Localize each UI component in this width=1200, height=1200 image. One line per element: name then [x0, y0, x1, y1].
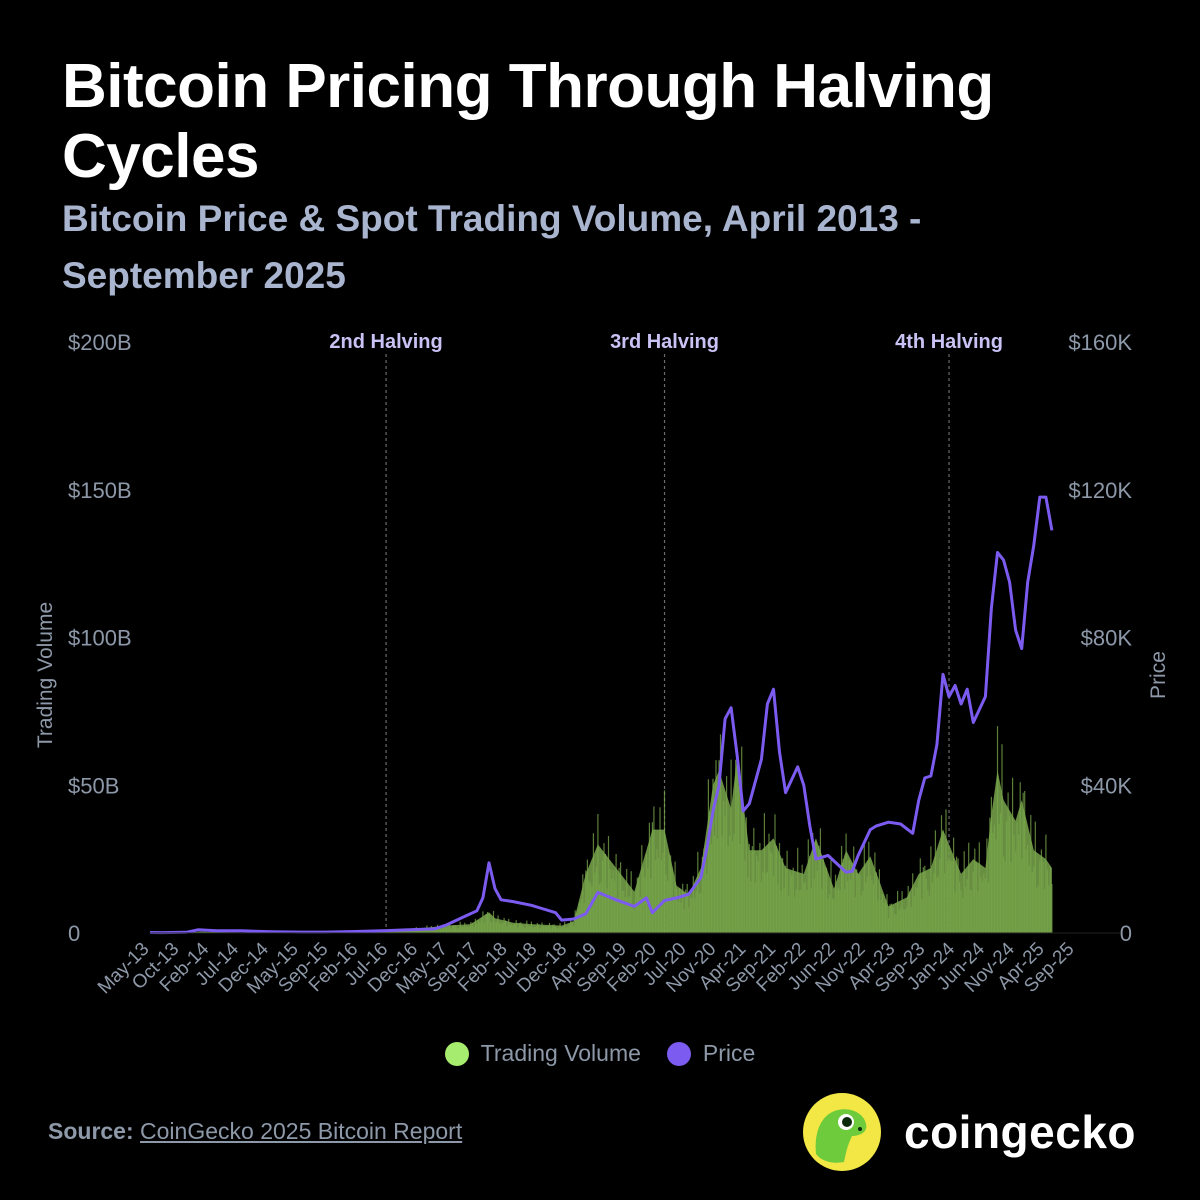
- right-axis-tick-label: $160K: [1068, 330, 1132, 355]
- left-axis-title: Trading Volume: [34, 602, 57, 748]
- brand[interactable]: coingecko: [802, 1092, 1136, 1172]
- halving-label: 3rd Halving: [610, 331, 719, 353]
- right-axis-tick-label: $120K: [1068, 478, 1132, 503]
- price-line: [149, 495, 1054, 935]
- chart-title: Bitcoin Pricing Through Halving Cycles: [62, 52, 994, 191]
- legend-price-label: Price: [702, 1040, 756, 1066]
- left-axis-tick-label: 0: [68, 921, 80, 946]
- halving-lines: 2nd Halving 3rd Halving 4th Halving: [329, 331, 1003, 933]
- legend: Trading Volume Price: [0, 1040, 1200, 1067]
- brand-name: coingecko: [904, 1106, 1137, 1158]
- right-axis-tick-label: 0: [1120, 921, 1132, 946]
- source-label: Source:: [48, 1118, 134, 1144]
- price-swatch-icon: [666, 1041, 691, 1066]
- right-axis-title: Price: [1147, 651, 1170, 699]
- legend-item-price[interactable]: Price: [666, 1040, 756, 1067]
- halving-label: 4th Halving: [895, 331, 1003, 353]
- price-series: [149, 495, 1054, 935]
- legend-item-volume[interactable]: Trading Volume: [444, 1040, 641, 1067]
- right-axis-tick-label: $40K: [1081, 773, 1133, 798]
- gecko-logo-icon: [803, 1093, 881, 1171]
- right-axis-tick-label: $80K: [1081, 626, 1133, 651]
- halving-label: 2nd Halving: [329, 331, 442, 353]
- chart: 2nd Halving 3rd Halving 4th Halving 0 $50B $…: [34, 330, 1170, 998]
- left-axis-tick-label: $200B: [68, 330, 132, 355]
- legend-volume-label: Trading Volume: [480, 1040, 641, 1066]
- left-axis-tick-label: $150B: [68, 478, 132, 503]
- axes: 0 $50B $100B $150B $200B 0 $40K $80K $120K $160K T…: [34, 330, 1170, 998]
- chart-subtitle: Bitcoin Price & Spot Trading Volume, Apr…: [62, 198, 922, 296]
- source-note: Source: CoinGecko 2025 Bitcoin Report: [48, 1118, 462, 1145]
- left-axis-tick-label: $100B: [68, 626, 132, 651]
- volume-swatch-icon: [444, 1041, 469, 1066]
- volume-series: [149, 726, 1053, 933]
- source-link[interactable]: CoinGecko 2025 Bitcoin Report: [140, 1118, 463, 1144]
- left-axis-tick-label: $50B: [68, 773, 119, 798]
